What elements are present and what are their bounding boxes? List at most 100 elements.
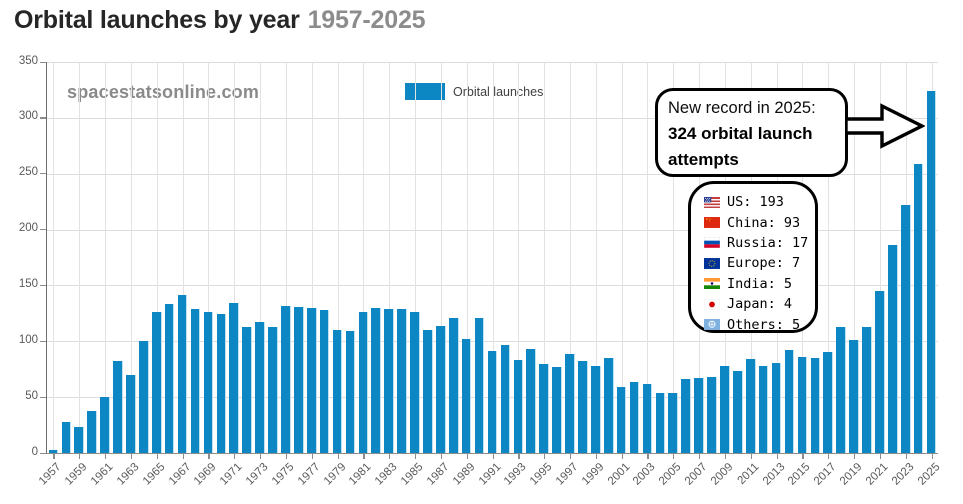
y-tick-mark xyxy=(40,452,46,454)
bar-2006 xyxy=(681,379,691,453)
annotation-line-3: attempts xyxy=(668,150,739,169)
x-tick-mark xyxy=(673,454,675,459)
page-title: Orbital launches by year 1957-2025 xyxy=(14,6,426,35)
y-tick-label: 50 xyxy=(25,389,38,402)
gridline-v xyxy=(337,62,339,453)
x-tick-mark xyxy=(905,454,907,459)
x-tick-mark xyxy=(440,454,443,459)
x-tick-mark xyxy=(311,454,313,459)
bar-1967 xyxy=(177,295,188,453)
y-tick-mark xyxy=(40,284,46,287)
bar-2020 xyxy=(862,326,872,453)
x-tick-mark xyxy=(53,454,55,459)
x-tick-mark xyxy=(466,454,468,459)
bar-2001 xyxy=(616,387,627,453)
x-tick-mark xyxy=(234,454,236,459)
gridline-v xyxy=(595,62,597,453)
x-tick-mark xyxy=(415,454,417,459)
bar-1993 xyxy=(513,360,524,453)
country-stat-row: Japan: 4 xyxy=(704,294,815,314)
gridline-v xyxy=(260,62,262,453)
bar-2014 xyxy=(784,350,795,453)
x-tick-mark xyxy=(854,454,856,459)
arrow-right-icon xyxy=(845,103,925,149)
country-stat-row: US: 193 xyxy=(704,192,815,212)
bar-2002 xyxy=(629,381,640,453)
country-stat-row: Others: 5 xyxy=(704,314,815,334)
gridline-v xyxy=(53,62,55,453)
bar-1989 xyxy=(461,339,472,453)
bar-2004 xyxy=(655,392,666,453)
bar-2019 xyxy=(849,340,859,453)
x-tick-mark xyxy=(389,454,391,459)
bar-2003 xyxy=(642,383,653,453)
bar-2008 xyxy=(707,377,717,453)
bar-1986 xyxy=(423,330,433,453)
bar-1976 xyxy=(294,306,304,453)
gridline-v xyxy=(854,62,856,453)
bar-1981 xyxy=(358,312,369,453)
country-stat-row: India: 5 xyxy=(704,274,815,294)
country-stat-text: Others: 5 xyxy=(727,316,801,333)
gridline-v xyxy=(647,62,649,453)
bar-1983 xyxy=(384,308,394,453)
bar-1972 xyxy=(242,326,252,453)
y-tick-label: 200 xyxy=(18,222,38,235)
x-tick-mark xyxy=(182,454,184,459)
country-stat-row: China: 93 xyxy=(704,212,815,232)
x-tick-mark xyxy=(208,454,210,459)
gridline-v xyxy=(285,62,287,453)
bar-1998 xyxy=(578,361,588,453)
x-tick-mark xyxy=(802,454,804,459)
gridline-v xyxy=(311,62,313,453)
bar-2011 xyxy=(745,359,756,453)
bar-1962 xyxy=(113,361,123,453)
gridline-v xyxy=(208,62,210,453)
y-tick-label: 100 xyxy=(18,333,38,346)
y-tick-mark xyxy=(40,340,46,342)
y-tick-mark xyxy=(40,396,46,398)
x-tick-mark xyxy=(931,454,933,459)
gridline-v xyxy=(363,62,365,453)
bar-1996 xyxy=(552,366,562,453)
x-tick-mark xyxy=(828,454,830,459)
bar-1973 xyxy=(255,322,265,453)
x-tick-mark xyxy=(647,454,649,459)
bar-1963 xyxy=(126,374,136,453)
country-stat-text: US: 193 xyxy=(727,194,784,211)
bar-2018 xyxy=(836,326,846,453)
bar-2023 xyxy=(900,205,911,453)
bar-1982 xyxy=(371,307,382,453)
china-flag-icon xyxy=(704,217,720,229)
bar-2005 xyxy=(668,392,679,453)
x-tick-mark xyxy=(518,454,520,459)
europe-flag-icon xyxy=(704,257,720,269)
bar-1994 xyxy=(526,349,537,453)
y-axis-line xyxy=(45,62,48,454)
y-tick-mark xyxy=(40,61,46,63)
bar-2000 xyxy=(603,358,614,453)
bar-1987 xyxy=(436,325,446,453)
bar-1988 xyxy=(448,317,459,453)
gridline-v xyxy=(569,62,571,453)
bar-2010 xyxy=(733,371,743,453)
bar-1977 xyxy=(306,307,317,453)
legend-label: Orbital launches xyxy=(453,85,544,99)
bar-1970 xyxy=(216,314,227,453)
bar-1980 xyxy=(345,331,356,453)
country-stat-text: China: 93 xyxy=(727,214,801,231)
x-tick-mark xyxy=(156,454,158,459)
bar-1966 xyxy=(164,304,175,453)
bar-1979 xyxy=(332,330,343,453)
x-tick-mark xyxy=(776,454,778,459)
annotation-line-1: New record in 2025: xyxy=(668,99,816,117)
bar-1975 xyxy=(281,305,291,453)
x-tick-mark xyxy=(750,454,752,459)
y-tick-label: 350 xyxy=(18,54,38,67)
country-stat-text: Europe: 7 xyxy=(727,255,801,272)
bar-1969 xyxy=(203,312,214,453)
us-flag-icon xyxy=(704,196,720,208)
gridline-v xyxy=(105,62,107,453)
y-tick-label: 300 xyxy=(18,110,38,123)
